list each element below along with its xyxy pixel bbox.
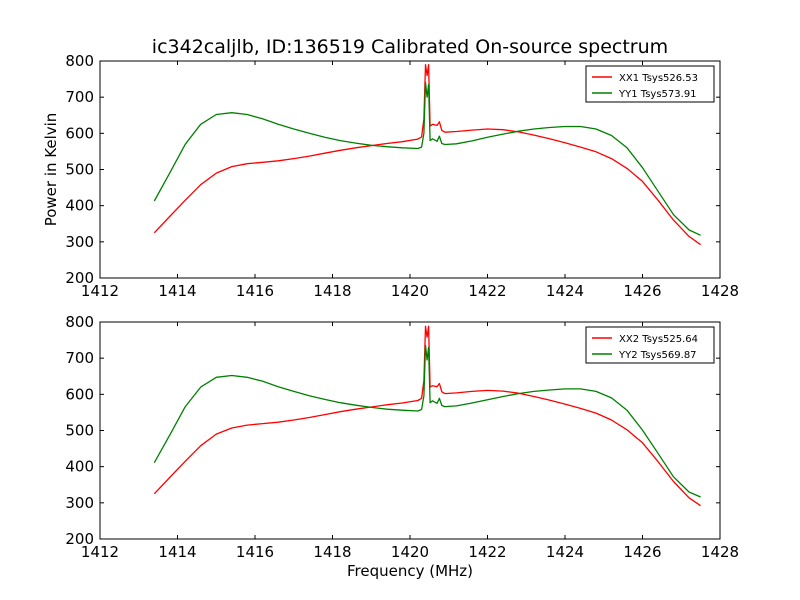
x-tick-label: 1428 [701, 543, 739, 561]
chart-title: ic342caljlb, ID:136519 Calibrated On-sou… [152, 36, 668, 58]
x-tick-label: 1428 [701, 282, 739, 300]
legend-label: YY2 Tsys569.87 [618, 350, 697, 361]
x-tick-label: 1422 [468, 282, 506, 300]
y-tick-label: 700 [65, 349, 94, 367]
y-axis-label: Power in Kelvin [42, 113, 60, 227]
y-tick-label: 700 [65, 88, 94, 106]
x-tick-label: 1418 [313, 282, 351, 300]
legend-label: XX1 Tsys526.53 [619, 73, 698, 84]
x-tick-label: 1424 [546, 282, 584, 300]
y-tick-label: 800 [65, 313, 94, 331]
legend-box [585, 65, 715, 103]
x-axis-label: Frequency (MHz) [347, 562, 473, 580]
y-tick-label: 500 [65, 161, 94, 179]
bottom-panel: 1412 1414 1416 1418 1420 1422 1424 1426 1428 200 3… [65, 313, 739, 580]
x-tick-label: 1420 [391, 543, 429, 561]
x-tick-label: 1426 [623, 543, 661, 561]
y-tick-label: 200 [65, 530, 94, 548]
series-line-yy1 [153, 82, 701, 236]
x-tick-label: 1412 [81, 543, 119, 561]
x-tick-label: 1426 [623, 282, 661, 300]
x-tick-label: 1422 [468, 543, 506, 561]
y-tick-label: 500 [65, 422, 94, 440]
legend-box [585, 326, 715, 364]
y-tick-label: 400 [65, 197, 94, 215]
x-tick-label: 1416 [236, 543, 274, 561]
x-tick-label: 1420 [391, 282, 429, 300]
y-tick-label: 300 [65, 233, 94, 251]
x-tick-label: 1412 [81, 282, 119, 300]
top-panel: 1412 1414 1416 1418 1420 1422 1424 1426 1428 200 3… [42, 52, 739, 300]
y-tick-label: 600 [65, 124, 94, 142]
legend-label: XX2 Tsys525.64 [619, 334, 698, 345]
x-tick-label: 1416 [236, 282, 274, 300]
x-tick-label: 1424 [546, 543, 584, 561]
y-tick-label: 800 [65, 52, 94, 70]
x-tick-label: 1414 [158, 282, 196, 300]
y-tick-label: 200 [65, 269, 94, 287]
y-tick-label: 600 [65, 385, 94, 403]
x-tick-label: 1418 [313, 543, 351, 561]
y-tick-label: 300 [65, 494, 94, 512]
y-tick-label: 400 [65, 458, 94, 476]
series-line-yy2 [153, 344, 701, 498]
x-tick-label: 1414 [158, 543, 196, 561]
legend-label: YY1 Tsys573.91 [618, 89, 697, 100]
